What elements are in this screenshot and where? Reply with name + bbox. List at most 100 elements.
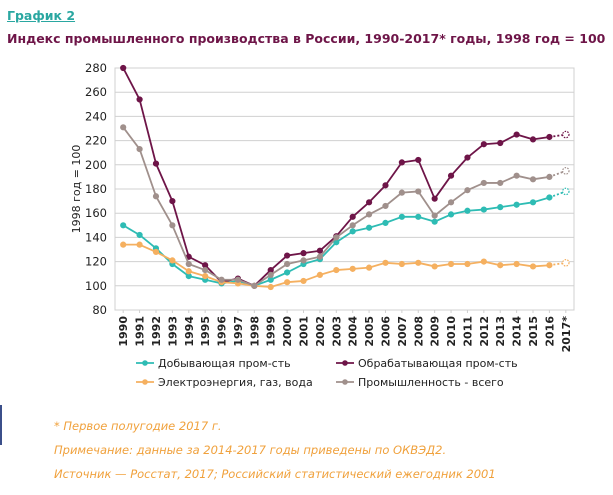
data-point bbox=[464, 260, 471, 268]
x-tick-label: 2007 bbox=[396, 316, 409, 347]
data-point bbox=[120, 241, 127, 248]
data-point bbox=[202, 266, 209, 274]
data-point bbox=[546, 173, 553, 180]
data-point bbox=[513, 131, 520, 138]
data-point bbox=[546, 194, 553, 201]
data-point bbox=[447, 260, 455, 268]
data-point bbox=[513, 260, 520, 268]
data-point bbox=[415, 213, 422, 220]
data-point bbox=[218, 276, 225, 283]
data-point bbox=[497, 179, 504, 187]
x-tick-label: 2009 bbox=[429, 316, 442, 347]
data-point bbox=[284, 279, 291, 286]
y-tick-label: 280 bbox=[85, 61, 107, 75]
x-tick-label: 2016 bbox=[543, 316, 556, 347]
data-point bbox=[136, 231, 143, 239]
x-tick-label: 2013 bbox=[494, 316, 507, 347]
legend-label: Электроэнергия, газ, вода bbox=[158, 376, 313, 389]
x-tick-label: 2002 bbox=[314, 316, 327, 347]
y-tick-label: 240 bbox=[85, 109, 107, 123]
x-tick-label: 1993 bbox=[166, 316, 179, 347]
data-point bbox=[136, 145, 143, 153]
data-point bbox=[398, 213, 405, 220]
data-point bbox=[415, 156, 422, 164]
data-point bbox=[529, 199, 537, 206]
series-line bbox=[122, 67, 550, 287]
data-point bbox=[349, 228, 356, 235]
data-point bbox=[152, 160, 160, 167]
data-point bbox=[365, 211, 373, 218]
data-point bbox=[267, 283, 274, 291]
data-point bbox=[284, 269, 291, 276]
data-point bbox=[497, 139, 504, 147]
x-tick-label: 1995 bbox=[199, 316, 212, 347]
data-point bbox=[398, 159, 405, 166]
x-tick-label: 1994 bbox=[183, 316, 196, 347]
data-point bbox=[480, 141, 487, 148]
data-point bbox=[529, 136, 537, 143]
data-point bbox=[185, 268, 192, 275]
remark: Примечание: данные за 2014-2017 годы при… bbox=[54, 443, 447, 457]
source: Источник — Росстат, 2017; Российский ста… bbox=[54, 467, 496, 481]
data-point bbox=[284, 260, 291, 268]
series-line-dotted bbox=[549, 170, 567, 178]
series-line-dotted bbox=[549, 190, 567, 199]
data-point bbox=[562, 167, 570, 175]
data-point bbox=[267, 271, 274, 279]
data-point bbox=[529, 176, 537, 183]
x-tick-label: 2010 bbox=[445, 316, 458, 347]
data-point bbox=[284, 252, 291, 259]
data-point bbox=[120, 124, 127, 131]
data-point bbox=[464, 207, 471, 214]
data-point bbox=[120, 64, 127, 72]
line-chart: 80 100 120 140 160 180 200 220 240 260 280 1998 год… bbox=[70, 61, 575, 389]
data-point bbox=[447, 211, 455, 218]
data-point bbox=[382, 219, 389, 226]
y-tick-label: 180 bbox=[85, 182, 107, 196]
data-point bbox=[152, 248, 160, 256]
legend-label: Промышленность - всего bbox=[358, 376, 504, 389]
x-tick-label: 2012 bbox=[478, 316, 491, 347]
x-tick-label: 2001 bbox=[298, 316, 311, 347]
data-point bbox=[480, 258, 487, 265]
x-tick-label: 2005 bbox=[363, 316, 376, 347]
data-point bbox=[316, 271, 324, 279]
data-point bbox=[316, 253, 324, 260]
y-tick-label: 160 bbox=[85, 206, 107, 220]
data-point bbox=[300, 257, 307, 264]
data-point bbox=[431, 218, 438, 225]
data-point bbox=[546, 133, 553, 141]
data-point bbox=[169, 198, 176, 205]
data-point bbox=[415, 259, 422, 266]
x-tick-label: 2004 bbox=[347, 316, 360, 347]
y-tick-label: 100 bbox=[85, 279, 107, 293]
data-point bbox=[349, 265, 356, 272]
data-point bbox=[398, 189, 405, 196]
data-point bbox=[562, 130, 570, 139]
legend-swatch-marker bbox=[342, 379, 348, 385]
data-point bbox=[365, 224, 373, 231]
x-tick-label: 2008 bbox=[412, 316, 425, 347]
data-point bbox=[365, 199, 373, 206]
x-tick-label: 2000 bbox=[281, 316, 294, 347]
data-point bbox=[234, 276, 242, 283]
legend-swatch-marker bbox=[342, 360, 348, 366]
x-tick-label: 2003 bbox=[330, 316, 343, 347]
data-point bbox=[464, 154, 471, 161]
data-point bbox=[447, 172, 455, 179]
data-point bbox=[562, 187, 570, 196]
y-axis-label: 1998 год = 100 bbox=[70, 145, 83, 234]
y-tick-label: 120 bbox=[85, 255, 107, 269]
data-point bbox=[415, 188, 422, 195]
data-point bbox=[136, 96, 143, 103]
data-point bbox=[349, 222, 356, 229]
y-tick-label: 200 bbox=[85, 158, 107, 172]
data-point bbox=[529, 263, 537, 270]
data-point bbox=[300, 250, 307, 257]
y-tick-label: 80 bbox=[92, 303, 107, 317]
data-point bbox=[202, 273, 209, 280]
data-point bbox=[431, 263, 438, 270]
data-point bbox=[382, 259, 389, 266]
data-point bbox=[169, 222, 176, 229]
data-point bbox=[480, 179, 487, 187]
